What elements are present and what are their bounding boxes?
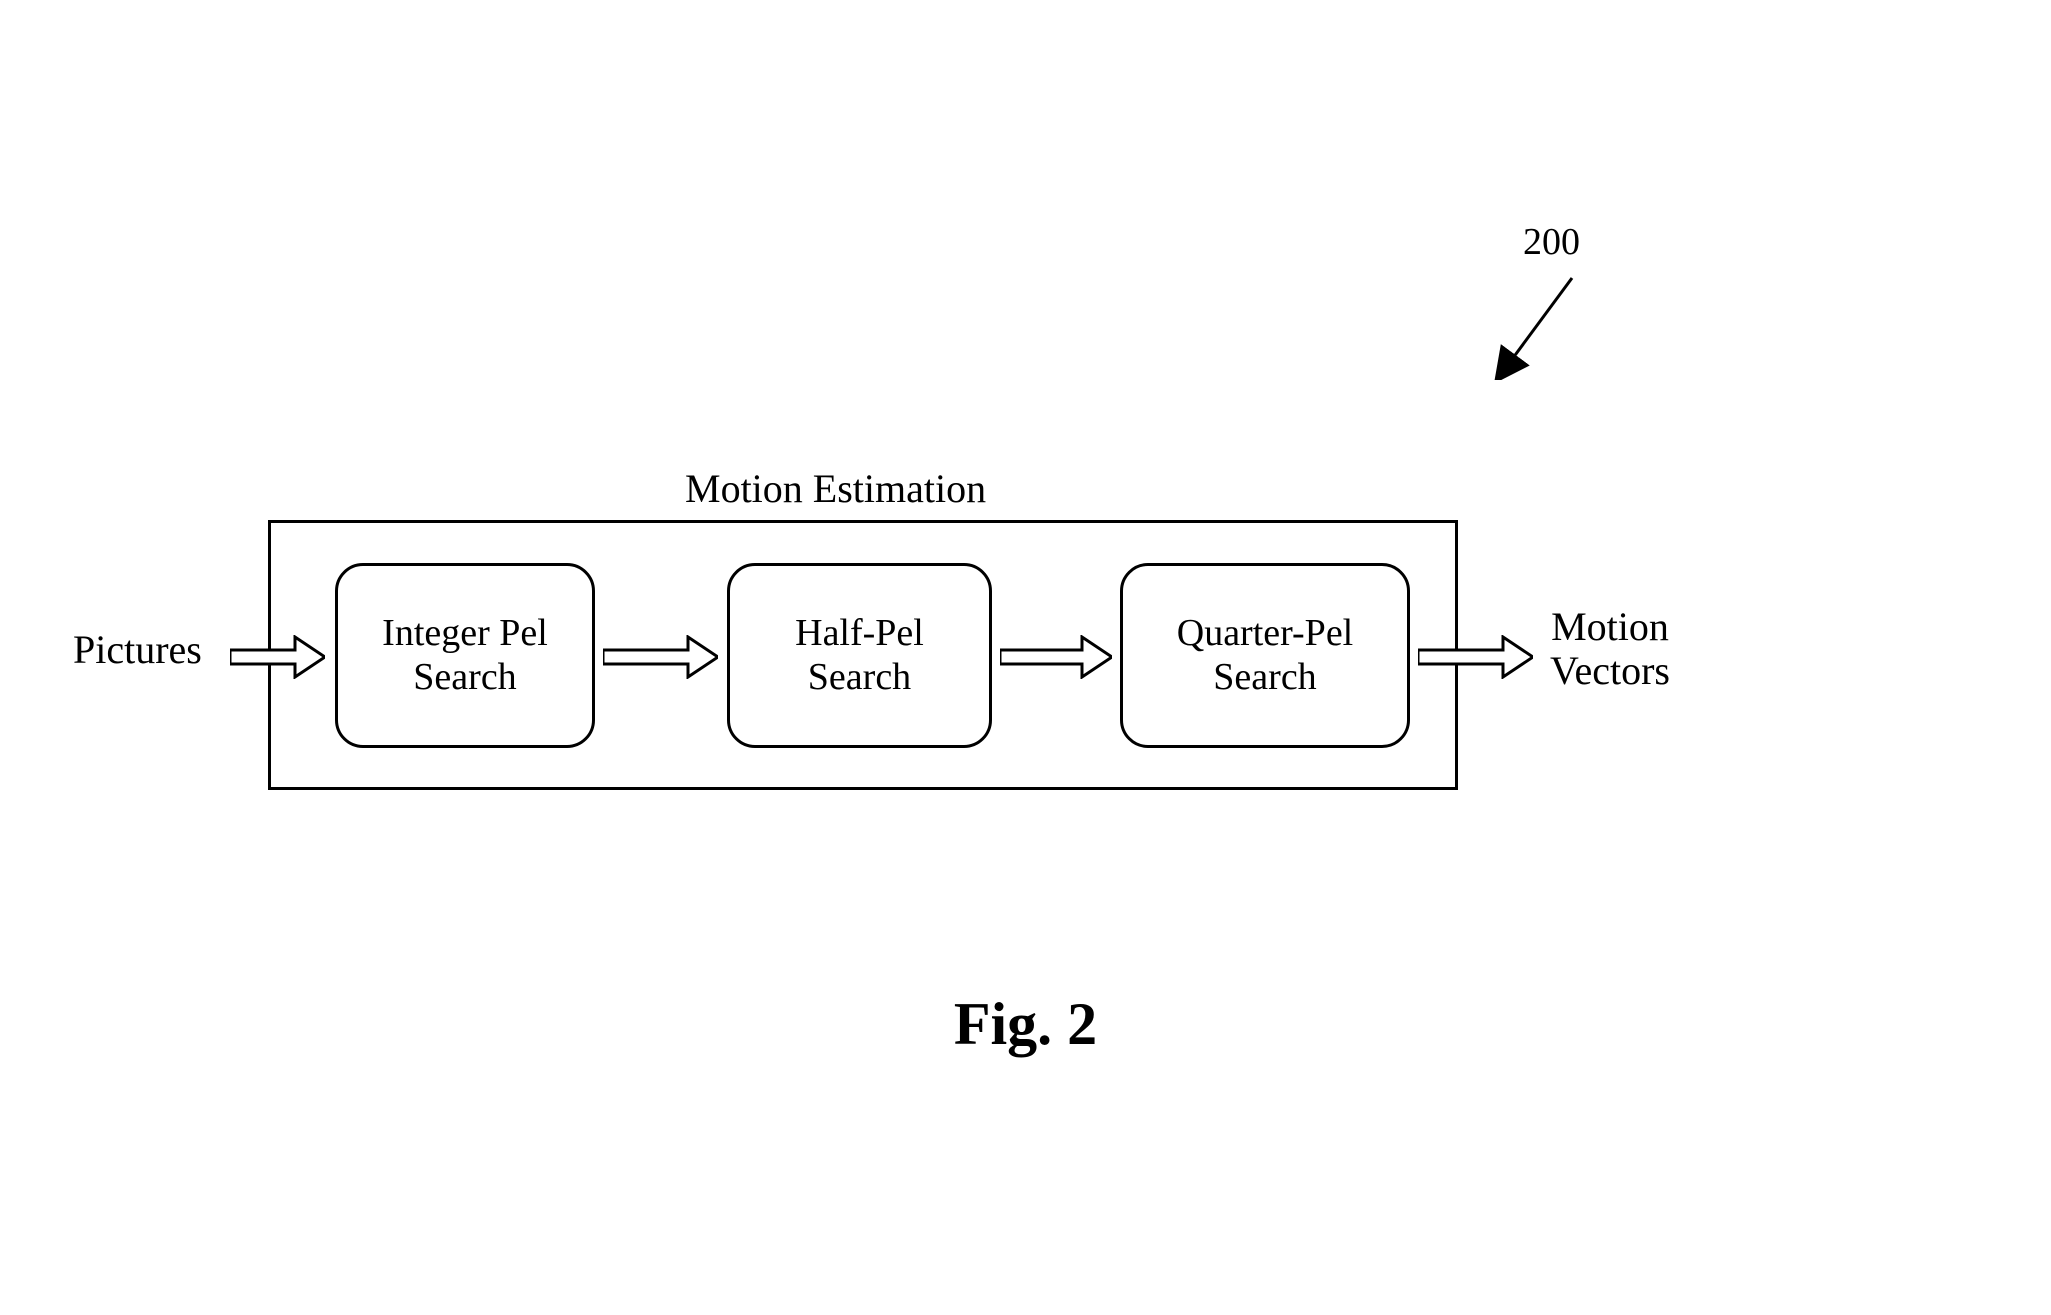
container-title-text: Motion Estimation (685, 466, 986, 511)
reference-arrow (1490, 270, 1590, 380)
arrow-quarter-to-out (1418, 635, 1533, 679)
reference-number-label: 200 (1523, 220, 1580, 264)
container-title: Motion Estimation (685, 465, 986, 512)
stage-integer-pel-line1: Integer Pel (382, 612, 548, 654)
stage-half-pel-line2: Search (808, 656, 911, 698)
reference-number-text: 200 (1523, 221, 1580, 263)
stage-integer-pel: Integer Pel Search (335, 563, 595, 748)
stage-half-pel: Half-Pel Search (727, 563, 992, 748)
figure-caption: Fig. 2 (0, 990, 2051, 1059)
stage-integer-pel-line2: Search (413, 656, 516, 698)
stage-quarter-pel-line2: Search (1213, 656, 1316, 698)
stage-quarter-pel-line1: Quarter-Pel (1177, 612, 1354, 654)
figure-caption-text: Fig. 2 (954, 991, 1097, 1057)
output-label-line1: Motion (1551, 604, 1669, 649)
arrow-in-to-integer (230, 635, 325, 679)
arrow-integer-to-half (603, 635, 718, 679)
input-label-text: Pictures (73, 627, 202, 672)
stage-half-pel-line1: Half-Pel (795, 612, 924, 654)
input-label: Pictures (73, 628, 202, 672)
output-label: Motion Vectors (1550, 605, 1670, 693)
output-label-line2: Vectors (1550, 648, 1670, 693)
stage-quarter-pel: Quarter-Pel Search (1120, 563, 1410, 748)
diagram-canvas: 200 Motion Estimation Pictures Motion Ve… (0, 0, 2051, 1315)
arrow-half-to-quarter (1000, 635, 1112, 679)
